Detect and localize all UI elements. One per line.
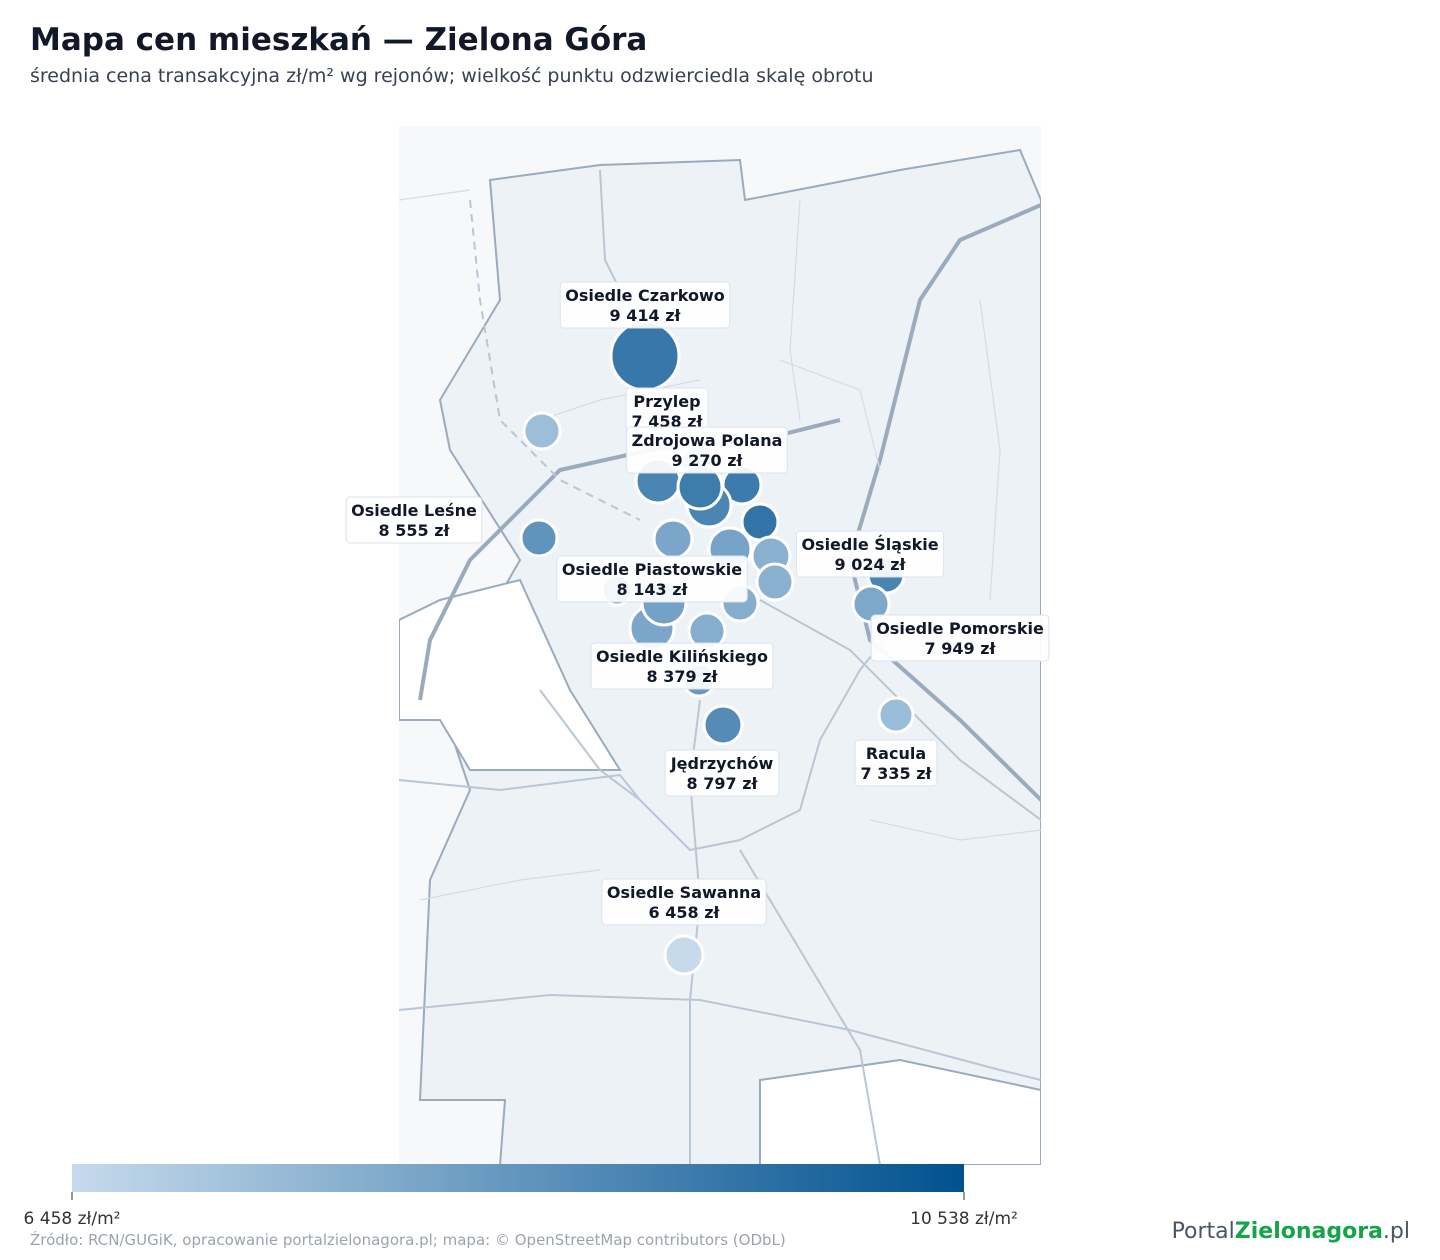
source: Źródło: RCN/GUGiK, opracowanie portalzie… bbox=[30, 1230, 786, 1249]
label-box bbox=[345, 496, 483, 544]
district-price: 7 335 zł bbox=[861, 764, 933, 783]
district-price: 8 379 zł bbox=[647, 667, 719, 686]
district-price: 8 143 zł bbox=[617, 580, 689, 599]
district-price: 9 024 zł bbox=[835, 555, 907, 574]
label-box bbox=[601, 878, 767, 926]
label-box bbox=[870, 614, 1050, 662]
district-name: Osiedle Kilińskiego bbox=[596, 647, 768, 666]
district-name: Zdrojowa Polana bbox=[632, 431, 783, 450]
district-name: Osiedle Pomorskie bbox=[876, 619, 1044, 638]
district-name: Jędrzychów bbox=[670, 754, 774, 773]
district-name: Osiedle Leśne bbox=[351, 501, 477, 520]
logo-part: Zielonagora bbox=[1235, 1219, 1383, 1244]
district-price: 9 414 zł bbox=[610, 306, 682, 325]
district-marker bbox=[740, 502, 780, 542]
district-name: Przylep bbox=[633, 392, 700, 411]
district-marker bbox=[702, 704, 744, 746]
logo-part: Portal bbox=[1172, 1219, 1235, 1244]
district-name: Osiedle Czarkowo bbox=[565, 286, 725, 305]
logo-part: .pl bbox=[1383, 1219, 1410, 1244]
district-price: 9 270 zł bbox=[672, 451, 744, 470]
label-box bbox=[664, 749, 780, 797]
district-name: Osiedle Śląskie bbox=[801, 535, 938, 554]
district-name: Osiedle Piastowskie bbox=[562, 560, 742, 579]
district-marker bbox=[652, 518, 694, 560]
logo: PortalZielonagora.pl bbox=[1172, 1219, 1410, 1244]
label-box bbox=[795, 530, 945, 578]
district-price: 7 458 zł bbox=[632, 412, 704, 431]
district-price: 7 949 zł bbox=[925, 639, 997, 658]
title: Mapa cen mieszkań — Zielona Góra bbox=[30, 22, 647, 58]
colorbar-max-label: 10 538 zł/m² bbox=[910, 1209, 1018, 1229]
district-marker bbox=[522, 411, 562, 451]
district-marker bbox=[663, 934, 705, 976]
colorbar-min-label: 6 458 zł/m² bbox=[24, 1209, 121, 1229]
label-box bbox=[626, 426, 788, 474]
label-box bbox=[590, 642, 774, 690]
district-marker bbox=[877, 696, 915, 734]
district-price: 6 458 zł bbox=[649, 903, 721, 922]
district-name: Racula bbox=[866, 744, 926, 763]
label-box bbox=[559, 281, 731, 329]
district-price: 8 555 zł bbox=[379, 521, 451, 540]
district-marker bbox=[519, 518, 559, 558]
district-marker bbox=[755, 562, 795, 602]
label-box bbox=[556, 555, 748, 603]
district-price: 8 797 zł bbox=[687, 774, 759, 793]
label-box bbox=[854, 739, 938, 787]
colorbar bbox=[72, 1164, 964, 1192]
district-marker bbox=[609, 320, 681, 392]
subtitle: średnia cena transakcyjna zł/m² wg rejon… bbox=[30, 65, 874, 87]
district-name: Osiedle Sawanna bbox=[607, 883, 761, 902]
